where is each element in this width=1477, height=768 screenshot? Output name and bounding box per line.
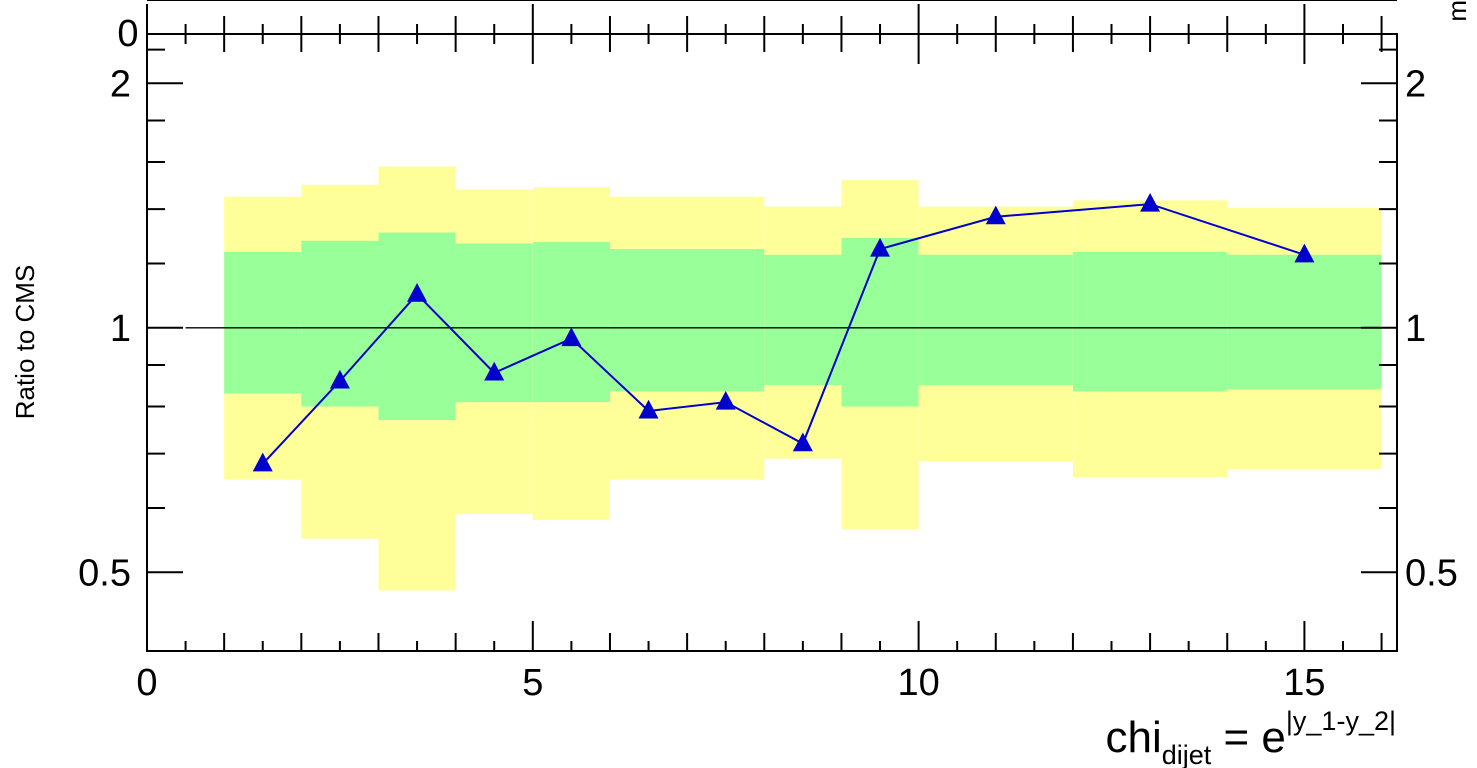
data-point-4 xyxy=(561,327,582,347)
x-tick-label: 10 xyxy=(897,662,939,704)
y-tick-label-right: 1 xyxy=(1405,308,1426,350)
x-tick-label: 15 xyxy=(1283,662,1325,704)
band-68-bin-7 xyxy=(841,237,919,407)
x-title-eq: = e xyxy=(1211,713,1286,762)
data-point-11 xyxy=(1294,243,1315,263)
data-point-3 xyxy=(484,361,505,381)
plot-frame xyxy=(146,33,1398,652)
x-tick-label: 5 xyxy=(522,662,543,704)
data-point-2 xyxy=(407,283,428,302)
data-point-7 xyxy=(792,432,813,452)
right-edge-cut-label: m xyxy=(1442,0,1472,22)
band-68-bin-4 xyxy=(532,242,610,403)
x-title-base: chi xyxy=(1106,713,1162,762)
y-tick-label: 0.5 xyxy=(78,552,131,594)
band-68-bin-5 xyxy=(609,249,765,392)
x-tick-label: 0 xyxy=(136,662,157,704)
data-series xyxy=(252,192,1315,472)
y-axis-title: Ratio to CMS xyxy=(10,265,40,420)
y-tick-label: 1 xyxy=(110,308,131,350)
data-point-0 xyxy=(252,452,273,472)
x-title-sup: |y_1-y_2| xyxy=(1286,706,1396,736)
data-point-1 xyxy=(329,369,350,389)
data-point-9 xyxy=(985,205,1006,225)
band-68-bin-8 xyxy=(918,254,1073,386)
band-68-bin-0 xyxy=(224,251,302,394)
x-axis-title: chidijet = e|y_1-y_2| xyxy=(1106,706,1397,768)
band-68-bin-9 xyxy=(1072,251,1228,392)
band-68-bin-2 xyxy=(378,232,456,420)
tick-labels: 0 5 10 15 0.5 0.5 1 1 2 2 xyxy=(78,63,1458,704)
y-tick-label: 2 xyxy=(110,63,131,105)
y-tick-label-right: 2 xyxy=(1405,63,1426,105)
data-point-10 xyxy=(1140,192,1161,212)
series-line-0 xyxy=(262,203,1305,465)
x-title-sub: dijet xyxy=(1162,740,1212,768)
data-point-5 xyxy=(638,399,659,419)
data-point-6 xyxy=(715,390,736,410)
uncertainty-bands xyxy=(224,166,1382,591)
y-tick-label-right: 0.5 xyxy=(1405,552,1458,594)
top-panel-cut-label: 0 xyxy=(117,13,138,55)
axes xyxy=(146,0,1398,652)
band-68-bin-10 xyxy=(1227,254,1382,390)
band-68-bin-6 xyxy=(764,254,842,386)
data-point-8 xyxy=(870,237,891,257)
